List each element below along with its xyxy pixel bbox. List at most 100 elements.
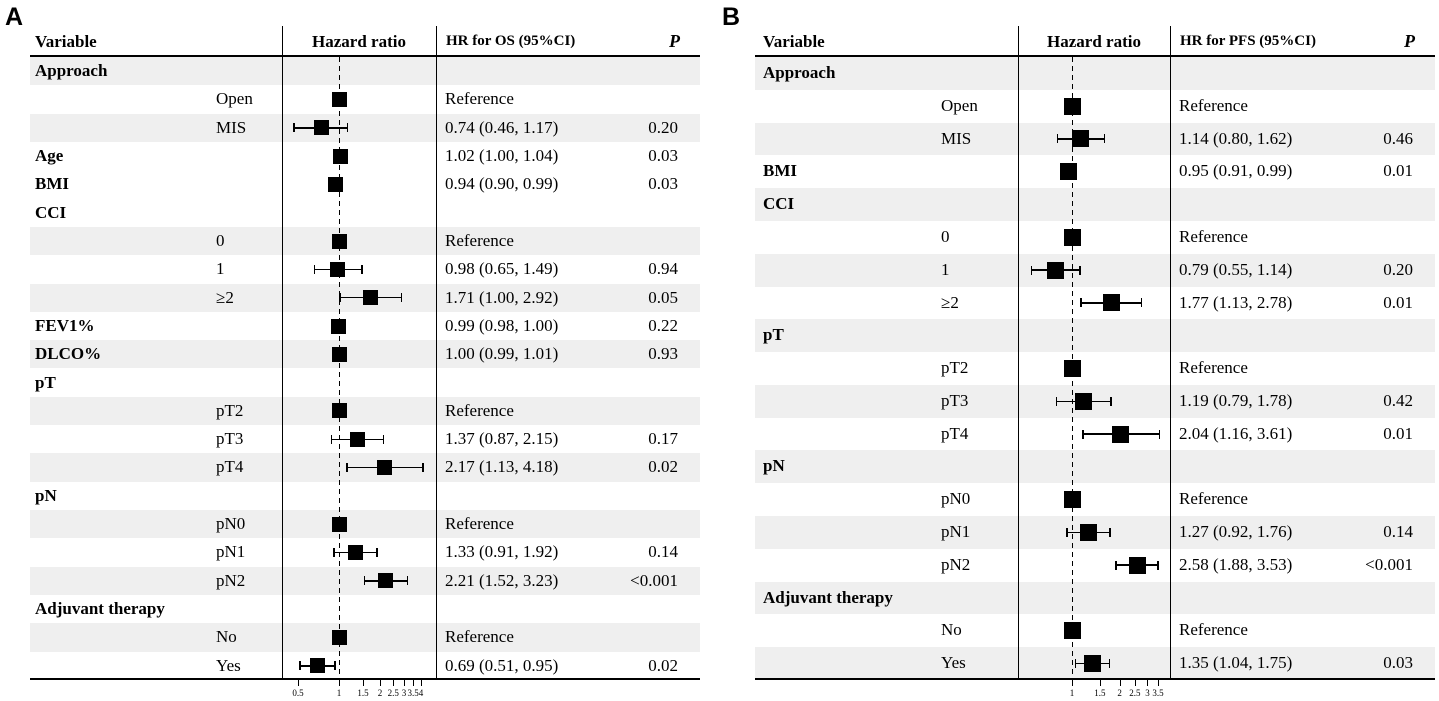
hr-ci-text: Reference: [1179, 95, 1248, 115]
table-row: pN2 2.21 (1.52, 3.23) <0.001: [30, 566, 700, 596]
variable-level-label: MIS: [216, 117, 247, 137]
p-value-text: 0.14: [1383, 522, 1413, 542]
variable-group-label: BMI: [763, 161, 797, 181]
variable-level-label: pN1: [941, 522, 971, 542]
table-row: 1 0.98 (0.65, 1.49) 0.94: [30, 255, 700, 283]
p-value-text: 0.94: [648, 259, 678, 279]
ci-cap-low: [313, 264, 316, 274]
axis-tick-label: 3: [1145, 688, 1150, 698]
p-value-text: 0.14: [648, 542, 678, 562]
table-body: Approach Open Reference MIS 1.14 (0.80, 1.62…: [755, 57, 1435, 680]
table-header: Variable Hazard ratio HR for PFS (95%CI)…: [755, 26, 1435, 57]
table-row: pN0 Reference: [30, 510, 700, 539]
hr-square-marker: [1128, 556, 1146, 574]
ci-cap-high: [1108, 659, 1111, 669]
variable-level-label: pN0: [941, 489, 971, 509]
table-row: pT4 2.04 (1.16, 3.61) 0.01: [755, 418, 1435, 451]
table-row: DLCO% 1.00 (0.99, 1.01) 0.93: [30, 340, 700, 369]
hr-ci-text: 2.04 (1.16, 3.61): [1179, 423, 1293, 443]
p-value-text: 0.17: [648, 429, 678, 449]
variable-level-label: Open: [941, 95, 978, 115]
hr-ci-text: 0.98 (0.65, 1.49): [445, 259, 559, 279]
hr-ci-text: 1.71 (1.00, 2.92): [445, 287, 559, 307]
table-row: pN: [755, 450, 1435, 484]
ci-cap-high: [1158, 429, 1161, 439]
table-row: Adjuvant therapy: [755, 581, 1435, 615]
ci-cap-low: [1115, 560, 1117, 570]
hr-square-marker: [1047, 261, 1065, 279]
hr-square-marker: [331, 91, 347, 107]
panel-pfs: B Variable Hazard ratio HR for PFS (95%C…: [719, 0, 1439, 701]
table-row: pT2 Reference: [30, 396, 700, 426]
axis-tick-label: 0.5: [292, 688, 304, 698]
p-value-text: 0.20: [648, 117, 678, 137]
axis-tick: [1134, 680, 1136, 686]
hr-square-marker: [1084, 655, 1102, 673]
variable-level-label: Yes: [216, 655, 241, 675]
hr-square-marker: [331, 630, 347, 646]
panel-b-label: B: [722, 3, 741, 31]
p-value-text: <0.001: [1365, 554, 1413, 574]
axis-tick-label: 2: [377, 688, 383, 698]
variable-group-label: pN: [763, 456, 785, 476]
variable-level-label: pT3: [216, 429, 244, 449]
hr-square-marker: [327, 176, 343, 192]
table-row: 0 Reference: [30, 226, 700, 256]
table-row: Approach: [30, 57, 700, 86]
hr-ci-text: Reference: [445, 400, 514, 420]
hr-square-marker: [331, 516, 347, 532]
hr-square-marker: [1102, 294, 1120, 312]
variable-level-label: 0: [216, 230, 225, 250]
variable-level-label: pN2: [216, 570, 246, 590]
axis-tick-label: 1.5: [357, 688, 369, 698]
hr-square-marker: [363, 290, 379, 306]
table-row: MIS 0.74 (0.46, 1.17) 0.20: [30, 113, 700, 142]
ci-cap-high: [1079, 265, 1081, 275]
variable-group-label: pT: [35, 372, 56, 392]
axis-tick-label: 1: [336, 688, 342, 698]
axis-tick: [393, 680, 395, 686]
panel-a-label: A: [5, 3, 24, 31]
hr-square-marker: [331, 403, 347, 419]
hr-square-marker: [350, 431, 366, 447]
table-bottom-rule: [755, 678, 1435, 680]
p-value-text: 0.93: [648, 344, 678, 364]
hr-square-marker: [313, 120, 329, 136]
hr-ci-text: Reference: [1179, 489, 1248, 509]
axis-tick-label: 1.5: [1094, 688, 1106, 698]
variable-level-label: pN1: [216, 542, 246, 562]
table-row: No Reference: [30, 623, 700, 652]
hr-ci-text: 0.95 (0.91, 0.99): [1179, 161, 1293, 181]
reference-line: [339, 57, 340, 680]
hr-ci-text: 1.02 (1.00, 1.04): [445, 145, 559, 165]
table-row: MIS 1.14 (0.80, 1.62) 0.46: [755, 122, 1435, 156]
hr-ci-text: Reference: [445, 230, 514, 250]
axis-tick: [1147, 680, 1149, 686]
ci-cap-high: [382, 434, 385, 444]
hr-square-marker: [331, 233, 347, 249]
variable-level-label: Open: [216, 89, 253, 109]
p-value-text: 0.01: [1383, 161, 1413, 181]
axis-tick: [380, 680, 381, 686]
ci-cap-high: [346, 123, 349, 133]
variable-level-label: 1: [941, 259, 950, 279]
hr-square-marker: [1079, 523, 1097, 541]
column-header-p-value: P: [669, 31, 680, 51]
table-row: Adjuvant therapy: [30, 595, 700, 623]
hr-ci-text: 1.19 (0.79, 1.78): [1179, 390, 1293, 410]
hr-ci-text: 1.35 (1.04, 1.75): [1179, 653, 1293, 673]
hr-ci-text: 0.74 (0.46, 1.17): [445, 117, 559, 137]
hr-square-marker: [1063, 491, 1081, 509]
table-body: Approach Open Reference MIS 0.74 (0.46, 1.17…: [30, 57, 700, 680]
variable-group-label: Adjuvant therapy: [763, 587, 893, 607]
axis-tick-label: 1: [1069, 688, 1075, 698]
ci-cap-low: [363, 576, 366, 586]
ci-cap-low: [339, 293, 341, 303]
table-row: pN1 1.27 (0.92, 1.76) 0.14: [755, 516, 1435, 549]
ci-cap-low: [293, 123, 295, 133]
hr-ci-text: 1.14 (0.80, 1.62): [1179, 128, 1293, 148]
axis-tick: [298, 680, 299, 686]
forest-table-os: Variable Hazard ratio HR for OS (95%CI) …: [30, 26, 700, 701]
variable-group-label: BMI: [35, 174, 69, 194]
ci-cap-low: [1030, 265, 1033, 275]
